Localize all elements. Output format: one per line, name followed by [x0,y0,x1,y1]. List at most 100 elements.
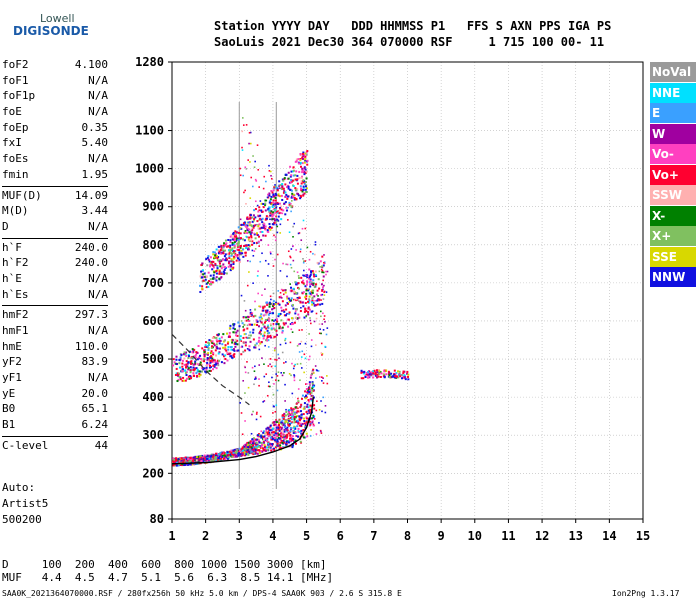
echo-point [311,291,314,294]
echo-point [201,359,204,362]
legend-item-e: E [650,103,696,123]
echo-point [279,438,282,441]
echo-point [222,456,225,459]
param-key: hmF1 [2,324,29,337]
echo-point [238,252,241,255]
echo-point [309,278,312,281]
echo-point [177,458,180,461]
echo-point [274,211,277,214]
echo-point [255,180,258,182]
echo-point [254,344,257,347]
echo-point [276,440,279,443]
echo-point [266,332,269,335]
echo-point [218,457,221,460]
echo-point [259,342,262,345]
echo-point [246,217,249,220]
echo-point [243,221,246,224]
echo-point [262,400,264,403]
param-value: 44 [94,438,108,452]
echo-point [220,457,223,460]
echo-point [267,327,270,330]
echo-point [242,379,245,382]
echo-point [311,296,314,299]
echo-point [299,343,302,345]
echo-point [318,409,321,411]
distance-row: D 100 200 400 600 800 1000 1500 3000 [km… [2,558,327,571]
echo-point [269,212,272,215]
echo-point [247,386,250,389]
echo-point [213,363,216,366]
echo-point [290,421,293,424]
echo-point [264,259,267,262]
echo-point [306,403,309,406]
echo-point [297,194,300,197]
echo-point [276,320,279,323]
echo-point [283,310,286,313]
echo-point [216,264,219,267]
echo-point [257,292,259,295]
echo-point [220,271,223,274]
echo-point [286,426,289,429]
echo-point [267,208,270,211]
echo-point [227,238,230,241]
echo-point [295,434,298,437]
echo-point [193,368,196,371]
param-key: foE [2,105,22,119]
echo-point [240,450,243,453]
echo-point [234,235,237,238]
echo-point [231,236,234,239]
param-value: 3.44 [81,204,109,218]
echo-point [246,216,249,219]
echo-point [275,373,277,375]
echo-point [253,219,255,222]
echo-point [251,216,254,219]
echo-point [260,341,263,344]
echo-point [295,403,298,405]
echo-point [275,223,278,226]
echo-point [308,298,311,301]
echo-point [266,230,269,233]
echo-point [282,440,285,443]
echo-point [303,192,306,195]
echo-point [283,415,286,418]
param-row: foF1 N/A [2,74,108,90]
echo-point [199,275,202,278]
echo-point [249,443,252,446]
echo-point [293,419,296,422]
echo-point [269,228,272,231]
echo-point [239,335,242,338]
echo-point [272,189,275,192]
echo-point [271,203,274,206]
echo-point [311,420,314,423]
echo-point [265,430,268,433]
echo-point [300,422,302,425]
echo-point [290,374,292,377]
echo-point [254,378,256,380]
echo-point [300,356,303,358]
legend-item-sse: SSE [650,246,696,267]
echo-point [207,258,210,261]
echo-point [279,444,282,447]
echo-point [210,351,213,354]
echo-point [250,314,253,317]
echo-point [259,330,262,333]
echo-point [243,239,246,242]
echo-point [379,371,382,374]
echo-point [287,302,290,305]
echo-point [270,312,273,315]
echo-point [218,262,221,265]
echo-point [211,345,214,348]
echo-point [185,360,188,363]
echo-point [271,212,274,215]
echo-point [195,353,198,356]
echo-point [291,179,294,182]
echo-point [292,298,295,301]
echo-point [377,375,380,378]
echo-point [243,342,245,344]
echo-point [268,433,271,436]
echo-point [302,152,305,155]
echo-point [264,199,267,202]
echo-point [208,455,211,458]
echo-point [281,351,284,354]
echo-point [260,327,263,330]
